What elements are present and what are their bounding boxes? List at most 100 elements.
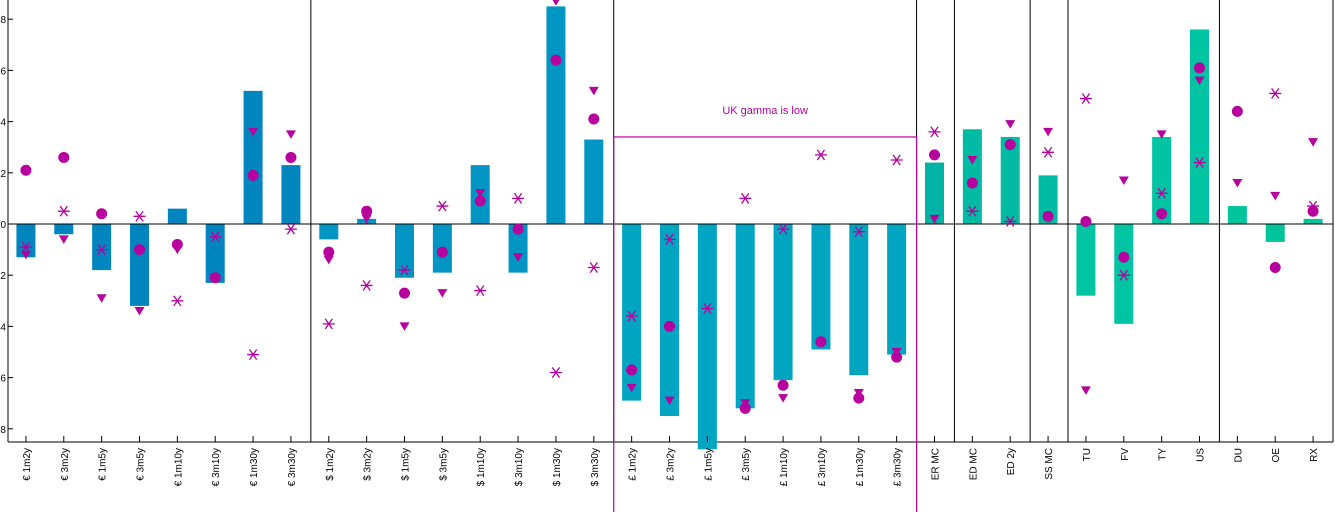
marker-circle [739, 402, 751, 414]
marker-triangle-down [1118, 176, 1129, 185]
marker-asterisk [360, 279, 373, 291]
marker-circle [436, 246, 448, 258]
marker-circle [1156, 208, 1168, 220]
x-tick-label: SS MC [1044, 448, 1055, 480]
marker-triangle-down [248, 127, 259, 137]
bar [1000, 136, 1020, 224]
marker-asterisk [928, 126, 941, 138]
x-tick-label: € 1m2y [22, 448, 33, 481]
x-tick-label: $ 1m30y [552, 448, 563, 486]
marker-triangle-down [285, 130, 296, 139]
x-tick-label: DU [1233, 448, 1244, 462]
x-tick-label: ED MC [968, 448, 979, 480]
bar [281, 165, 301, 224]
marker-triangle-down [134, 307, 145, 316]
marker-triangle-down [552, 0, 560, 6]
x-tick-label: $ 3m2y [363, 448, 374, 481]
bar [167, 208, 187, 224]
x-tick-label: £ 1m2y [628, 448, 639, 481]
marker-asterisk [1117, 269, 1130, 281]
marker-circle [1194, 62, 1205, 74]
marker-asterisk [663, 233, 676, 245]
marker-triangle-down [210, 273, 221, 283]
marker-asterisk [284, 223, 297, 235]
bar [508, 224, 528, 273]
marker-circle [58, 151, 70, 163]
marker-circle [664, 320, 675, 332]
marker-circle [966, 177, 978, 189]
marker-triangle-down [1005, 120, 1016, 129]
markers [19, 0, 1320, 414]
bar [205, 224, 225, 283]
marker-circle [929, 149, 940, 161]
marker-asterisk [701, 303, 714, 314]
marker-asterisk [1079, 93, 1092, 105]
x-tick-label: £ 3m30y [893, 448, 904, 486]
highlight-box: UK gamma is low [613, 105, 918, 512]
marker-triangle-down [853, 388, 864, 398]
x-axis: € 1m2y € 3m2y € 1m5y € 3m5y € 1m10y € 3m10y € … [22, 436, 1320, 486]
marker-circle [247, 169, 259, 181]
bar [16, 224, 36, 258]
marker-circle [1118, 251, 1130, 263]
marker-circle [1004, 139, 1016, 151]
y-tick-label: 2 [0, 169, 6, 180]
marker-asterisk [814, 149, 827, 161]
marker-asterisk [171, 295, 184, 307]
marker-circle [815, 336, 827, 348]
bar [584, 139, 604, 224]
x-tick-label: ED 2y [1006, 448, 1017, 475]
marker-circle [1307, 205, 1319, 217]
marker-asterisk [512, 192, 525, 204]
marker-triangle-down [399, 322, 410, 331]
x-tick-label: £ 3m5y [741, 448, 752, 481]
bar [1076, 224, 1096, 296]
marker-asterisk [587, 262, 600, 273]
bar [697, 224, 717, 450]
bar [395, 224, 414, 278]
x-tick-label: US [1196, 448, 1207, 462]
x-tick-label: £ 3m2y [666, 448, 677, 481]
bar [1152, 136, 1172, 224]
marker-circle [474, 195, 486, 207]
marker-circle [512, 223, 524, 235]
marker-asterisk [95, 244, 108, 256]
x-tick-label: TY [1158, 448, 1169, 461]
x-tick-label: € 3m2y [60, 448, 71, 481]
x-tick-label: £ 1m5y [703, 448, 714, 481]
marker-asterisk [436, 200, 449, 212]
marker-circle [323, 246, 335, 258]
x-tick-label: FV [1120, 448, 1131, 461]
x-tick-label: £ 1m30y [855, 448, 866, 486]
y-tick-label: 4 [0, 118, 6, 129]
marker-triangle-down [1308, 138, 1319, 147]
marker-asterisk [1042, 146, 1055, 158]
marker-asterisk [19, 241, 32, 253]
marker-triangle-down [929, 214, 940, 224]
bar [1114, 224, 1134, 324]
marker-asterisk [1269, 87, 1282, 99]
marker-circle [853, 392, 865, 404]
bars [16, 6, 1323, 450]
x-tick-label: € 3m30y [287, 448, 298, 486]
marker-triangle-down [20, 250, 31, 260]
marker-circle [1042, 210, 1054, 222]
annotation-label: UK gamma is low [722, 105, 808, 117]
bar [1265, 224, 1285, 242]
marker-circle [285, 151, 297, 163]
x-tick-label: TU [1082, 448, 1093, 461]
x-tick-label: ER MC [931, 448, 942, 480]
y-tick-label: -2 [0, 271, 6, 282]
marker-asterisk [549, 367, 562, 378]
marker-triangle-down [1232, 179, 1243, 188]
bar [660, 224, 679, 416]
marker-triangle-down [96, 294, 107, 303]
marker-circle [134, 244, 145, 256]
bar [130, 224, 149, 306]
marker-asterisk [1004, 215, 1017, 227]
marker-circle [1231, 105, 1243, 117]
bar [1227, 206, 1247, 224]
x-tick-label: $ 3m5y [438, 448, 449, 481]
bar [1303, 218, 1323, 224]
